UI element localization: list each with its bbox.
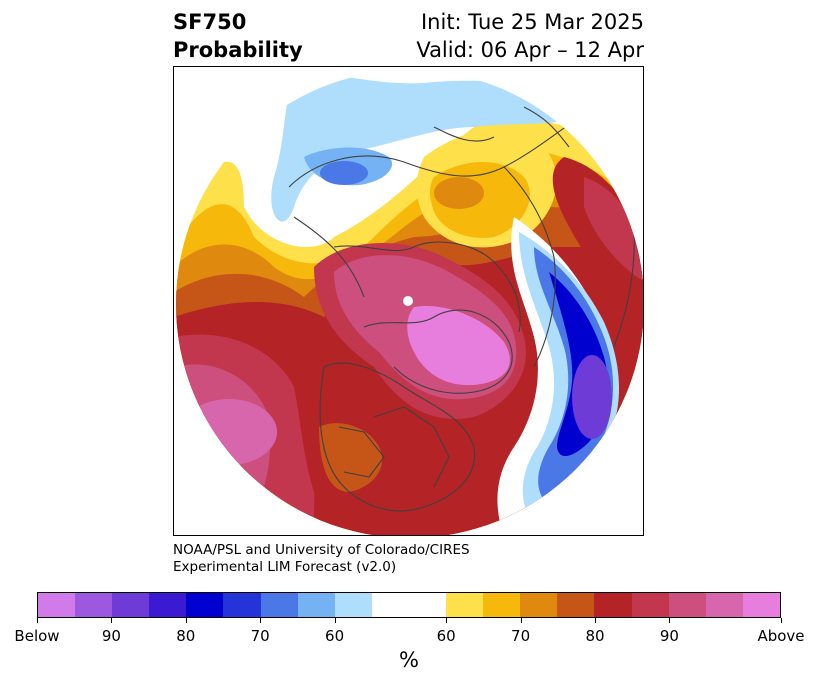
variable-name: SF750 <box>173 10 247 34</box>
colorbar-tick-label: 80 <box>585 627 605 645</box>
variable-kind: Probability <box>173 38 303 62</box>
colorbar-tick-mark <box>446 618 448 623</box>
init-date: Init: Tue 25 Mar 2025 <box>420 10 644 34</box>
orange-ne <box>434 177 484 209</box>
colorbar-tick-mark <box>595 618 596 623</box>
colorbar-segment <box>705 593 743 617</box>
colorbar-tick-label: Below <box>14 627 60 645</box>
credit-line-2: Experimental LIM Forecast (v2.0) <box>173 559 397 575</box>
colorbar-segment <box>371 593 409 617</box>
colorbar-unit: % <box>399 648 419 672</box>
colorbar-segment <box>149 593 187 617</box>
cold-core <box>320 161 368 185</box>
colorbar-tick-label: Above <box>757 627 805 645</box>
colorbar-tick-label: 60 <box>436 627 456 645</box>
colorbar-segment <box>38 593 76 617</box>
colorbar-segment <box>75 593 113 617</box>
colorbar-segment <box>520 593 558 617</box>
colorbar <box>37 592 781 618</box>
colorbar-segment <box>112 593 150 617</box>
colorbar-segment <box>483 593 521 617</box>
colorbar-segment <box>742 593 780 617</box>
valid-range: Valid: 06 Apr – 12 Apr <box>416 38 644 62</box>
credit-line-1: NOAA/PSL and University of Colorado/CIRE… <box>173 542 470 558</box>
colorbar-segment <box>223 593 261 617</box>
colorbar-tick-label: 70 <box>250 627 270 645</box>
colorbar-tick-mark <box>669 618 671 623</box>
colorbar-tick-label: 90 <box>101 627 121 645</box>
colorbar-tick-label: 90 <box>659 627 679 645</box>
colorbar-tick-mark <box>334 618 336 623</box>
colorbar-segment <box>594 593 632 617</box>
colorbar-tick-mark <box>37 618 38 623</box>
colorbar-segment <box>631 593 669 617</box>
colorbar-segment <box>408 593 447 617</box>
probability-map <box>176 70 643 535</box>
magenta-arctic <box>407 306 510 386</box>
colorbar-segment <box>297 593 335 617</box>
forecast-dates: Init: Tue 25 Mar 2025 Valid: 06 Apr – 12… <box>416 8 644 64</box>
colorbar-tick-mark <box>520 618 522 623</box>
colorbar-tick-label: 70 <box>511 627 531 645</box>
credit-text: NOAA/PSL and University of Colorado/CIRE… <box>173 542 470 576</box>
colorbar-tick-mark <box>185 618 187 623</box>
colorbar-tick-label: 80 <box>176 627 196 645</box>
colorbar-tick-mark <box>781 618 782 623</box>
colorbar-tick-mark <box>260 618 262 623</box>
colorbar-segment <box>446 593 484 617</box>
colorbar-segment <box>557 593 595 617</box>
crimson-east <box>584 177 643 282</box>
map-title: SF750 Probability <box>173 8 303 64</box>
colorbar-segment <box>260 593 298 617</box>
pink-west <box>181 399 277 465</box>
map-panel <box>173 66 644 536</box>
colorbar-tick-label: 60 <box>325 627 345 645</box>
colorbar-segment <box>668 593 706 617</box>
colorbar-tick-mark <box>111 618 113 623</box>
cold-light <box>271 70 574 222</box>
cold-core-east <box>572 355 612 439</box>
colorbar-segment <box>186 593 224 617</box>
colorbar-segment <box>334 593 372 617</box>
